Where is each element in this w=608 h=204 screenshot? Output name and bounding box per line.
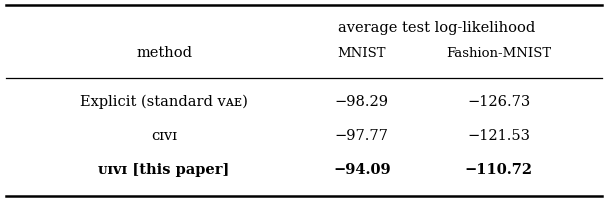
Text: −98.29: −98.29 [335,95,389,109]
Text: ᴄɪᴠɪ: ᴄɪᴠɪ [151,129,177,143]
Text: −97.77: −97.77 [335,129,389,143]
Text: method: method [136,46,192,60]
Text: Fashion-MNIST: Fashion-MNIST [446,47,551,60]
Text: average test log-likelihood: average test log-likelihood [337,21,535,34]
Text: −94.09: −94.09 [333,163,390,177]
Text: −126.73: −126.73 [467,95,530,109]
Text: MNIST: MNIST [337,47,386,60]
Text: −110.72: −110.72 [465,163,533,177]
Text: Explicit (standard ᴠᴀᴇ): Explicit (standard ᴠᴀᴇ) [80,95,248,109]
Text: −121.53: −121.53 [467,129,530,143]
Text: ᴜɪᴠɪ [this paper]: ᴜɪᴠɪ [this paper] [98,163,230,177]
